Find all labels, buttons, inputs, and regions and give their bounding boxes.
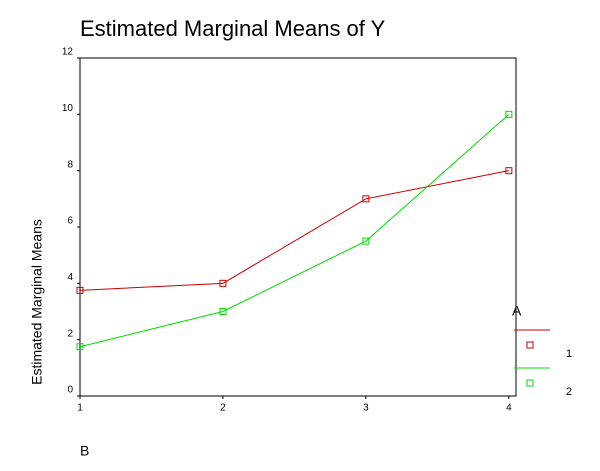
x-axis-label: B bbox=[80, 443, 89, 459]
chart-title: Estimated Marginal Means of Y bbox=[80, 16, 386, 41]
series-line bbox=[79, 113, 510, 348]
point-marker bbox=[362, 237, 370, 245]
y-tick-label: 8 bbox=[67, 159, 73, 170]
point-marker bbox=[362, 195, 370, 203]
legend-label: 2 bbox=[566, 386, 572, 398]
y-axis-label: Estimated Marginal Means bbox=[29, 219, 45, 385]
y-tick-label: 4 bbox=[67, 272, 73, 283]
y-tick-label: 2 bbox=[67, 328, 73, 339]
legend-marker bbox=[526, 379, 534, 387]
legend-marker bbox=[526, 341, 534, 349]
x-tick-label: 3 bbox=[363, 403, 369, 414]
y-tick-label: 10 bbox=[62, 103, 74, 114]
series-line bbox=[79, 170, 509, 291]
point-marker bbox=[505, 167, 513, 175]
legend-label: 1 bbox=[566, 348, 572, 360]
y-tick-label: 0 bbox=[67, 385, 73, 396]
x-tick-label: 1 bbox=[77, 403, 83, 414]
x-tick-label: 2 bbox=[220, 403, 226, 414]
point-marker bbox=[76, 343, 84, 351]
point-marker bbox=[219, 279, 227, 287]
legend-title: A bbox=[512, 303, 522, 319]
x-tick-label: 4 bbox=[506, 403, 512, 414]
point-marker bbox=[219, 308, 227, 315]
point-marker bbox=[505, 110, 513, 118]
y-tick-label: 12 bbox=[62, 47, 74, 58]
y-tick-label: 6 bbox=[67, 216, 73, 227]
point-marker bbox=[76, 286, 84, 294]
